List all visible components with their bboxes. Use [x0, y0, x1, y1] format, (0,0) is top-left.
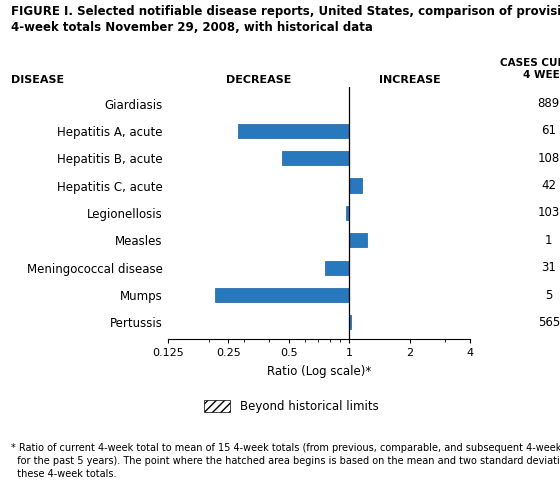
Bar [349, 179, 362, 193]
Text: 1: 1 [545, 234, 553, 247]
Legend: Beyond historical limits: Beyond historical limits [204, 400, 379, 413]
Text: * Ratio of current 4-week total to mean of 15 4-week totals (from previous, comp: * Ratio of current 4-week total to mean … [11, 443, 560, 479]
Bar [216, 288, 349, 302]
Text: 108: 108 [538, 152, 560, 165]
Text: FIGURE I. Selected notifiable disease reports, United States, comparison of prov: FIGURE I. Selected notifiable disease re… [11, 5, 560, 34]
Bar [325, 260, 349, 275]
Text: DISEASE: DISEASE [11, 75, 64, 85]
Text: INCREASE: INCREASE [379, 75, 441, 85]
X-axis label: Ratio (Log scale)*: Ratio (Log scale)* [267, 365, 371, 378]
Text: 61: 61 [542, 124, 556, 137]
Bar [346, 206, 349, 220]
Text: 42: 42 [542, 179, 556, 192]
Text: DECREASE: DECREASE [226, 75, 291, 85]
Text: 565: 565 [538, 316, 560, 329]
Text: CASES CURRENT
4 WEEKS: CASES CURRENT 4 WEEKS [501, 58, 560, 80]
Bar [349, 233, 367, 247]
Text: 889: 889 [538, 97, 560, 110]
Bar [282, 151, 349, 166]
Bar [239, 124, 349, 138]
Text: 5: 5 [545, 288, 553, 302]
Text: 103: 103 [538, 207, 560, 219]
Text: 31: 31 [542, 261, 556, 274]
Bar [349, 315, 351, 330]
